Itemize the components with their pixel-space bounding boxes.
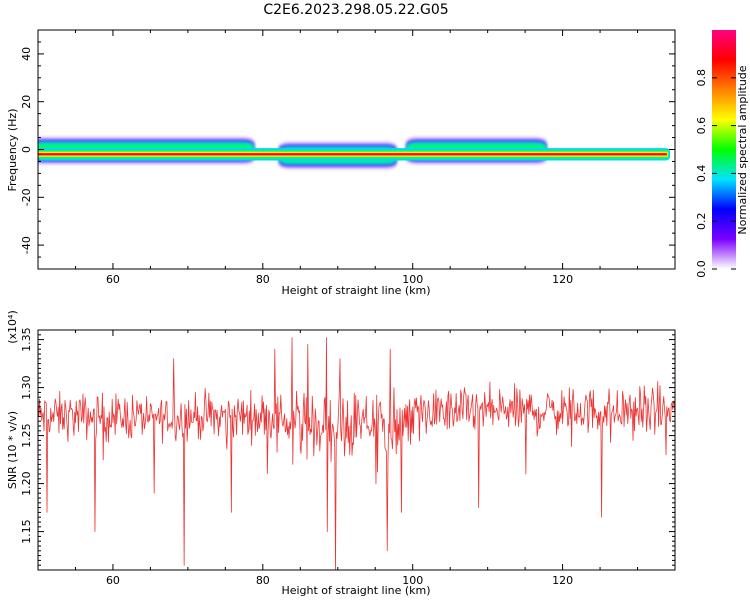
spectrogram-y-tick-label: 40 — [20, 47, 33, 61]
snr-x-tick-label: 100 — [402, 574, 423, 587]
spectrogram-y-tick-label: -20 — [20, 188, 33, 206]
snr-y-tick-label: 1.20 — [20, 471, 33, 496]
spectrogram-x-tick-label: 80 — [256, 273, 270, 286]
snr-x-tick-label: 60 — [106, 574, 120, 587]
colorbar-tick-label: 0.2 — [695, 212, 708, 230]
colorbar-tick-label: 0.6 — [695, 117, 708, 135]
snr-ticks: 60 80 100 120 1.15 1.20 1.25 1.30 1.35 — [20, 327, 676, 587]
figure-title: C2E6.2023.298.05.22.G05 — [263, 2, 448, 18]
snr-panel: 60 80 100 120 1.15 1.20 1.25 1.30 1.35 Height of… — [6, 310, 676, 597]
snr-series-line — [38, 337, 675, 570]
spectrogram-x-tick-label: 120 — [552, 273, 573, 286]
spectrogram-y-axis-label: Frequency (Hz) — [6, 109, 19, 192]
spectrogram-panel: 60 80 100 120 -40 -20 0 20 40 Height of straight… — [6, 29, 676, 297]
colorbar-tick-label: 0.4 — [695, 165, 708, 183]
spectrogram-heatmap — [38, 136, 670, 170]
snr-x-tick-label: 120 — [552, 574, 573, 587]
spectrogram-y-tick-label: 0 — [20, 146, 33, 153]
snr-x-axis-label: Height of straight line (km) — [281, 584, 430, 597]
colorbar-label: Normalized spectral amplitude — [736, 65, 749, 234]
snr-y-tick-label: 1.25 — [20, 423, 33, 448]
snr-x-tick-label: 80 — [256, 574, 270, 587]
spectrogram-x-tick-label: 100 — [402, 273, 423, 286]
snr-y-tick-label: 1.15 — [20, 519, 33, 544]
spectrogram-frame — [37, 29, 676, 270]
colorbar: 0.0 0.2 0.4 0.6 0.8 Normalized spectral ampl… — [695, 30, 749, 278]
snr-y-tick-label: 1.35 — [20, 327, 33, 352]
colorbar-tick-label: 0.8 — [695, 69, 708, 87]
snr-y-tick-label: 1.30 — [20, 375, 33, 400]
snr-frame — [37, 329, 676, 571]
snr-scale-label: (x10⁴) — [6, 310, 19, 344]
spectrogram-y-tick-label: 20 — [20, 95, 33, 109]
spectrogram-x-axis-label: Height of straight line (km) — [281, 284, 430, 297]
colorbar-ticks: 0.0 0.2 0.4 0.6 0.8 — [695, 69, 736, 278]
colorbar-tick-label: 0.0 — [695, 260, 708, 278]
spectrogram-y-tick-label: -40 — [20, 236, 33, 254]
snr-y-axis-label: SNR (10 * v/v) — [6, 411, 19, 489]
colorbar-strip — [712, 30, 736, 269]
spectrogram-x-tick-label: 60 — [106, 273, 120, 286]
